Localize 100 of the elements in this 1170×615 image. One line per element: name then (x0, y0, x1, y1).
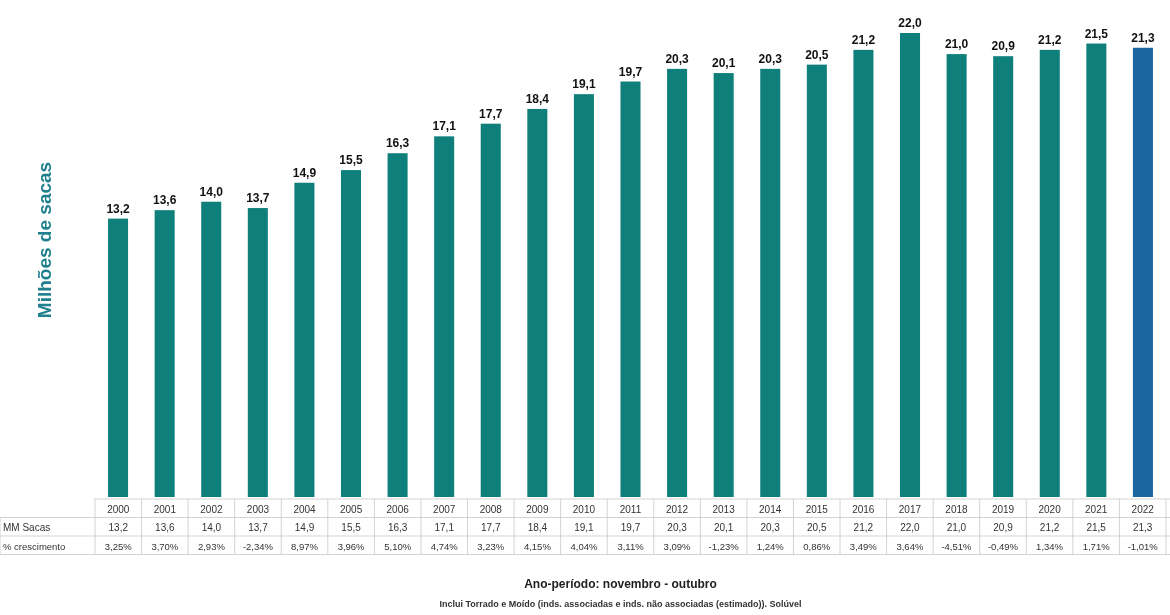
text: 14,0 (199, 184, 223, 199)
bar (387, 153, 408, 497)
text: 21,5 (1084, 26, 1109, 41)
x-tick-label: 2012 (665, 503, 689, 515)
text: 14,9 (292, 165, 317, 180)
text: 3,70% (151, 540, 179, 552)
x-tick-label: 2003 (246, 503, 270, 515)
text: Inclui Torrado e Moído (inds. associadas e inds. não associadas (estimado)). Solúvel (439, 599, 802, 609)
bar (1132, 47, 1153, 497)
x-tick-label: 2007 (433, 503, 456, 515)
bar (900, 33, 921, 497)
data-label: 22,0 (900, 522, 921, 533)
text: 20,5 (805, 47, 829, 62)
bar (993, 56, 1014, 497)
text: 13,7 (246, 191, 270, 206)
bar (527, 108, 548, 497)
x-tick-label: 2010 (572, 503, 596, 515)
text: 1,71% (1082, 540, 1111, 552)
bar (760, 68, 781, 497)
text: 20,9 (991, 39, 1015, 54)
data-label: 20,5 (807, 522, 827, 533)
text: 17,7 (479, 106, 503, 121)
x-tick-label: 2013 (712, 503, 736, 515)
data-label: 13,6 (155, 522, 176, 533)
text: 18,4 (525, 91, 550, 106)
text: -1,01% (1127, 540, 1159, 552)
data-label: 19,1 (574, 522, 595, 533)
text: 3,25% (104, 540, 133, 552)
bar (713, 73, 734, 497)
x-tick-label: 2017 (898, 503, 922, 515)
text: 15,5 (339, 153, 363, 168)
bar (294, 182, 315, 497)
text: -1,23% (708, 540, 740, 552)
bar (247, 208, 268, 497)
x-tick-label: 2006 (386, 503, 410, 515)
text: 4,15% (523, 540, 552, 552)
data-label: 21,5 (1086, 522, 1107, 533)
text: 3,09% (663, 540, 692, 552)
bar (108, 218, 129, 497)
text: 20,3 (665, 51, 689, 66)
data-label: 14,9 (294, 522, 315, 533)
data-label: 20,3 (667, 522, 688, 533)
x-tick-label: 2011 (619, 503, 642, 515)
data-label: 17,7 (481, 522, 501, 533)
bar (1039, 49, 1060, 497)
x-tick-label: 2004 (293, 503, 317, 515)
bar (853, 49, 874, 497)
text: -2,34% (242, 540, 274, 552)
text: 3,96% (337, 540, 366, 552)
x-tick-label: 2022 (1131, 503, 1155, 515)
text: 13,6 (152, 193, 177, 208)
text: 5,10% (384, 540, 412, 552)
text: -4,51% (941, 540, 973, 552)
x-tick-label: 2002 (200, 503, 223, 515)
data-label: 19,7 (620, 522, 641, 533)
y-axis-title: Milhões de sacas (34, 161, 55, 319)
bar (154, 210, 175, 497)
data-label: 17,1 (434, 522, 455, 533)
x-tick-label: 2016 (852, 503, 875, 515)
bar (480, 123, 501, 497)
bar (340, 170, 361, 497)
text: 21,3 (1131, 30, 1155, 45)
text: 4,04% (570, 540, 598, 552)
text: 17,1 (432, 119, 456, 134)
bar (573, 94, 594, 497)
data-label: 16,3 (387, 522, 408, 533)
data-label: 20,1 (713, 522, 734, 533)
bar (434, 136, 455, 497)
x-tick-label: 2000 (107, 503, 130, 515)
text: 3,11% (617, 540, 645, 552)
text: % crescimento (3, 540, 66, 552)
bar (806, 64, 827, 497)
x-tick-label: 2021 (1085, 503, 1108, 515)
bar (1086, 43, 1107, 497)
text: Ano-período: novembro - outubro (524, 577, 717, 591)
text: 1,24% (756, 540, 785, 552)
x-tick-label: 2015 (805, 503, 829, 515)
bar (946, 54, 967, 497)
x-tick-label: 2019 (991, 503, 1015, 515)
text: 8,97% (291, 540, 319, 552)
text: 21,2 (851, 32, 876, 47)
x-tick-label: 2018 (945, 503, 969, 515)
data-label: 21,3 (1132, 522, 1153, 533)
text: 2,93% (197, 540, 226, 552)
x-tick-label: 2001 (153, 503, 177, 515)
data-label: 21,2 (853, 522, 874, 533)
bar (620, 81, 641, 497)
text: 3,64% (896, 540, 924, 552)
text: 19,1 (572, 77, 596, 92)
data-label: 21,0 (946, 522, 967, 533)
data-label: 13,7 (248, 522, 269, 533)
x-tick-label: 2008 (479, 503, 503, 515)
x-tick-label: 2005 (339, 503, 363, 515)
text: 19,7 (618, 64, 643, 79)
text: MM Sacas (3, 522, 51, 533)
bar (667, 68, 688, 497)
data-label: 20,9 (993, 522, 1014, 533)
text: 21,0 (944, 37, 969, 52)
text: 3,23% (477, 540, 505, 552)
text: 0,86% (803, 540, 831, 552)
